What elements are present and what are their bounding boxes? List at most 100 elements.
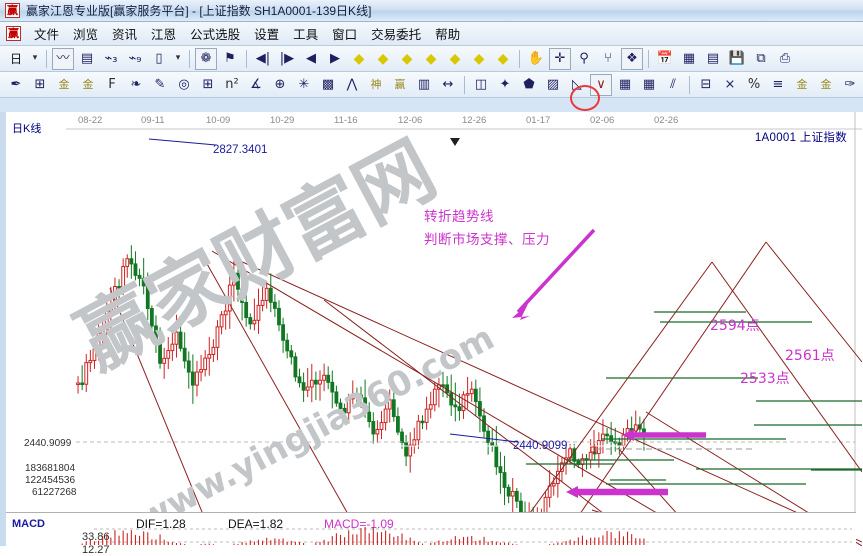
menu-window[interactable]: 窗口 [332, 28, 358, 42]
zoom-horizontal-in-button[interactable]: ◆ [396, 48, 418, 70]
shade-region-button[interactable]: ▨ [542, 74, 564, 96]
date-tick-11-16: 11-16 [334, 115, 358, 126]
notes-button[interactable]: ▤ [702, 48, 724, 70]
angle-tool-button[interactable]: ∡ [245, 74, 267, 96]
overlay-indicator-button[interactable]: 〰 [52, 47, 74, 70]
gann-gold-1-button[interactable]: 金 [53, 74, 75, 96]
percent-cross-button[interactable]: ⨯ [719, 74, 741, 96]
grid-dense-button[interactable]: ▦ [614, 74, 636, 96]
pen-angle-button[interactable]: ✎ [149, 74, 171, 96]
ladder-icon: ⊟ [700, 77, 712, 92]
candle-style-icon: ▯ [155, 51, 163, 66]
target-tool-button[interactable]: ⊕ [269, 74, 291, 96]
compass-draw-button[interactable]: ⚲ [573, 48, 595, 70]
indicator-3-button[interactable]: ⌁₃ [100, 48, 122, 70]
indicator-9-button[interactable]: ⌁₉ [124, 48, 146, 70]
macd-panel[interactable]: MACD 33.86 12.27 DIF=1.28 DEA=1.82 MACD=… [6, 512, 856, 556]
price-level-2533: 2533点 [740, 371, 790, 387]
percent-lines-button[interactable]: ≡ [767, 74, 789, 96]
hand-pan-button[interactable]: ✋ [525, 48, 547, 70]
square-n2-button[interactable]: n² [221, 74, 243, 96]
app-logo-icon: 赢 [5, 3, 20, 18]
date-tick-10-09: 10-09 [206, 115, 231, 126]
gann-box-button[interactable]: ❁ [195, 47, 217, 70]
page-right-button[interactable]: ▶ [324, 48, 346, 70]
ladder-button[interactable]: ⊟ [695, 74, 717, 96]
chart-canvas[interactable] [0, 112, 863, 546]
matrix-tool-button[interactable]: ▩ [317, 74, 339, 96]
channel-box-button[interactable]: ◫ [470, 74, 492, 96]
table-view-button[interactable]: ▦ [678, 48, 700, 70]
parallel-lines-button[interactable]: ⫽ [662, 74, 684, 96]
volume-tick-high: 183681804 [25, 463, 76, 474]
menu-settings[interactable]: 设置 [254, 28, 280, 42]
zigzag-trendline-button[interactable]: ∨ [590, 73, 612, 96]
date-tick-10-29: 10-29 [270, 115, 295, 126]
crosshair-button[interactable]: ✛ [549, 47, 571, 70]
jump-last-button[interactable]: |▶ [276, 48, 298, 70]
annotation-text-line2: 判断市场支撑、压力 [424, 232, 550, 248]
candle-style-button[interactable]: ▯ [148, 48, 170, 70]
period-dropdown-arrow[interactable]: ▾ [29, 48, 41, 70]
notes-icon: ▤ [706, 51, 720, 66]
fibonacci-f-button[interactable]: F [101, 74, 123, 96]
gold-circle-2-button[interactable]: 金 [815, 74, 837, 96]
menu-gann[interactable]: 江恩 [151, 28, 177, 42]
zoom-vertical-in-button[interactable]: ◆ [444, 48, 466, 70]
gann-grid-button[interactable]: ⊞ [29, 74, 51, 96]
report-button[interactable]: ▤ [76, 48, 98, 70]
candle-style-dropdown-arrow[interactable]: ▾ [172, 48, 184, 70]
page-left-button[interactable]: ◀ [300, 48, 322, 70]
fan-lines-button[interactable]: ✦ [494, 74, 516, 96]
print-button[interactable]: ⎙ [774, 48, 796, 70]
menu-file[interactable]: 文件 [34, 28, 60, 42]
zoom-horizontal-out-button[interactable]: ◆ [420, 48, 442, 70]
date-tick-01-17: 01-17 [526, 115, 551, 126]
scroll-right-diamond-button[interactable]: ◆ [372, 48, 394, 70]
save-button[interactable]: 💾 [726, 48, 748, 70]
volume-tick-mid: 122454536 [25, 475, 76, 486]
menu-tools[interactable]: 工具 [293, 28, 319, 42]
wave-mark-button[interactable]: ⋀ [341, 74, 363, 96]
menu-formula-screen[interactable]: 公式选股 [190, 28, 241, 42]
polygon-button[interactable]: ⬟ [518, 74, 540, 96]
brain-analysis-button[interactable]: ❖ [621, 47, 643, 70]
calendar-button[interactable]: 📅 [654, 48, 676, 70]
zoom-fit-button[interactable]: ◆ [492, 48, 514, 70]
zoom-horizontal-out-icon: ◆ [425, 50, 437, 67]
trend-angle-button[interactable]: ◺ [566, 74, 588, 96]
gann-gold-2-button[interactable]: 金 [77, 74, 99, 96]
zoom-vertical-out-button[interactable]: ◆ [468, 48, 490, 70]
pen-draw-button[interactable]: ✒ [5, 74, 27, 96]
circle-tool-button[interactable]: ◎ [173, 74, 195, 96]
menu-help[interactable]: 帮助 [435, 28, 461, 42]
fan-tool-button[interactable]: ⑂ [597, 48, 619, 70]
gold-circle-1-button[interactable]: 金 [791, 74, 813, 96]
percent-icon: % [747, 77, 761, 92]
matrix-tool-icon: ▩ [321, 77, 335, 92]
menu-browse[interactable]: 浏览 [73, 28, 99, 42]
calendar-icon: 📅 [656, 51, 674, 66]
crosshair-icon: ✛ [554, 51, 566, 66]
grid-dense-2-button[interactable]: ▦ [638, 74, 660, 96]
percent-button[interactable]: % [743, 74, 765, 96]
jump-first-button[interactable]: ◀| [252, 48, 274, 70]
scroll-left-diamond-button[interactable]: ◆ [348, 48, 370, 70]
shen-tool-button[interactable]: 神 [365, 74, 387, 96]
period-day-button[interactable]: 日 [5, 48, 27, 70]
target-tool-icon: ⊕ [274, 77, 286, 92]
spiral-button[interactable]: ❧ [125, 74, 147, 96]
menu-trade-order[interactable]: 交易委托 [371, 28, 422, 42]
gann-grid-icon: ⊞ [34, 77, 46, 92]
grid-tool-button[interactable]: ⊞ [197, 74, 219, 96]
ying-tool-button[interactable]: 赢 [389, 74, 411, 96]
copy-button[interactable]: ⧉ [750, 48, 772, 70]
measure-button[interactable]: ↔ [437, 74, 459, 96]
pen-ink-button[interactable]: ✑ [839, 74, 861, 96]
ruler-123-button[interactable]: ▥ [413, 74, 435, 96]
star-tool-button[interactable]: ✳ [293, 74, 315, 96]
menu-news[interactable]: 资讯 [112, 28, 138, 42]
wave-mark-icon: ⋀ [346, 77, 358, 92]
color-flag-button[interactable]: ⚑ [219, 48, 241, 70]
